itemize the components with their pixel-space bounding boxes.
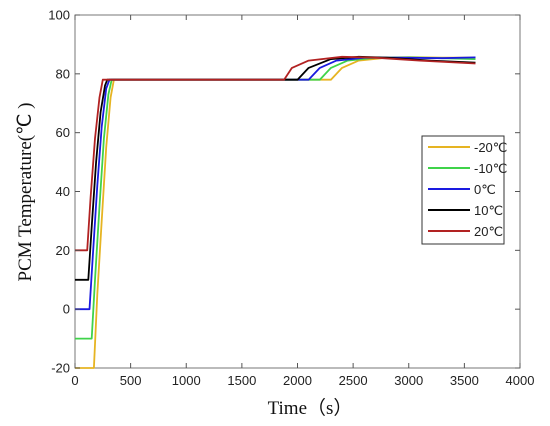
x-tick-label: 3000	[394, 373, 423, 388]
legend: -20℃ -10℃ 0℃ 10℃ 20℃	[421, 135, 507, 245]
series-line-4	[75, 55, 476, 252]
y-tick-label: 80	[56, 66, 70, 81]
x-axis-label: Time（s）	[268, 397, 353, 419]
x-tick-label: 1000	[172, 373, 201, 388]
x-tick-label: 2500	[339, 373, 368, 388]
x-tick-label: 4000	[506, 373, 535, 388]
x-axis-ticks: 0 500 1000 1500 2000 2500 3000 3500 4000	[71, 15, 534, 388]
x-tick-label: 0	[71, 373, 78, 388]
y-axis-ticks: -20 0 20 40 60 80 100	[48, 8, 520, 376]
series-layer	[75, 55, 476, 369]
y-tick-label: -20	[51, 361, 70, 376]
legend-label: 0℃	[474, 182, 496, 197]
y-tick-label: 60	[56, 125, 70, 140]
x-tick-label: 2000	[283, 373, 312, 388]
y-tick-label: 100	[48, 8, 70, 23]
legend-label: -10℃	[474, 161, 507, 176]
y-tick-label: 40	[56, 184, 70, 199]
x-tick-label: 1500	[227, 373, 256, 388]
legend-label: 10℃	[474, 203, 503, 218]
y-axis-label: PCM Temperature(℃ )	[15, 102, 36, 281]
legend-label: 20℃	[474, 224, 503, 239]
y-tick-label: 20	[56, 243, 70, 258]
legend-label: -20℃	[474, 140, 507, 155]
y-tick-label: 0	[63, 302, 70, 317]
x-tick-label: 3500	[450, 373, 479, 388]
x-tick-label: 500	[120, 373, 142, 388]
